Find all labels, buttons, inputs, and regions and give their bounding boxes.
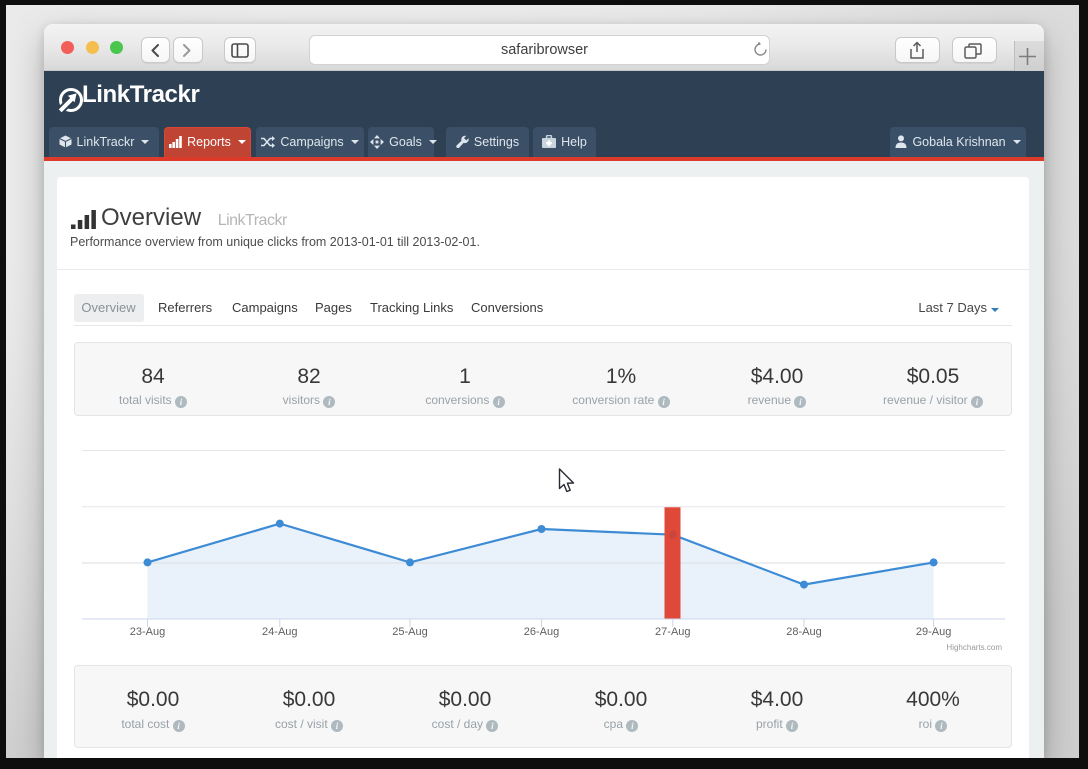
svg-text:28-Aug: 28-Aug <box>786 626 821 638</box>
svg-text:29-Aug: 29-Aug <box>916 626 951 638</box>
svg-text:23-Aug: 23-Aug <box>130 626 165 638</box>
svg-text:27-Aug: 27-Aug <box>655 626 690 638</box>
svg-text:26-Aug: 26-Aug <box>524 626 559 638</box>
svg-text:25-Aug: 25-Aug <box>392 626 427 638</box>
svg-text:24-Aug: 24-Aug <box>262 626 297 638</box>
svg-text:Highcharts.com: Highcharts.com <box>946 643 1002 652</box>
